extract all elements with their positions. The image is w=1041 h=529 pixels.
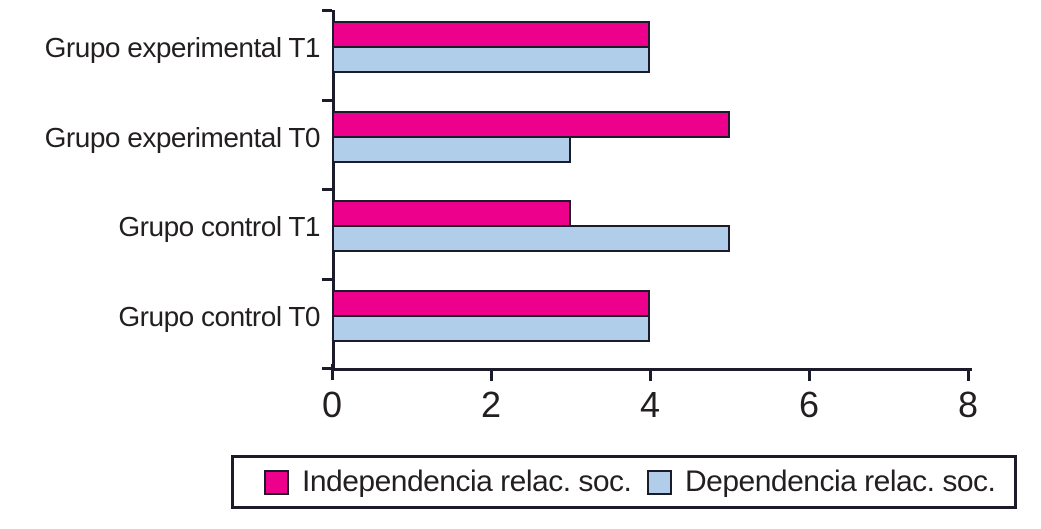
x-axis-tick-label: 2 xyxy=(480,384,502,425)
y-axis-tick xyxy=(322,277,332,281)
bar-dependencia xyxy=(332,314,650,342)
bar-independencia xyxy=(332,21,650,48)
bar-dependencia xyxy=(332,135,571,163)
x-axis-tick-label: 6 xyxy=(798,384,820,425)
legend-label: Independencia relac. soc. xyxy=(302,465,632,498)
y-axis-tick xyxy=(322,188,332,191)
x-axis-tick xyxy=(967,368,970,381)
category-label: Grupo experimental T1 xyxy=(44,32,321,63)
x-axis-tick xyxy=(649,368,652,381)
legend-item-dependencia: Dependencia relac. soc. xyxy=(647,465,996,499)
y-axis-line xyxy=(332,10,335,368)
category-label: Grupo control T0 xyxy=(118,300,320,332)
bar-independencia xyxy=(332,110,730,138)
x-axis-tick-label: 0 xyxy=(321,384,343,425)
legend-label: Dependencia relac. soc. xyxy=(685,465,996,498)
legend-swatch-independencia xyxy=(264,469,289,495)
bar-independencia xyxy=(332,200,571,227)
bar-independencia xyxy=(332,289,650,317)
x-axis-tick-label: 8 xyxy=(957,384,979,425)
y-axis-tick xyxy=(322,9,332,12)
category-label: Grupo experimental T0 xyxy=(44,121,321,153)
x-axis-tick xyxy=(808,368,811,381)
legend-swatch-dependencia xyxy=(647,469,672,495)
bar-dependencia xyxy=(332,225,730,252)
legend: Independencia relac. soc. Dependencia rel… xyxy=(231,455,1017,509)
legend-item-independencia: Independencia relac. soc. xyxy=(264,465,632,499)
bar-dependencia xyxy=(332,46,650,73)
y-axis-tick xyxy=(322,367,332,370)
x-axis-line xyxy=(332,368,972,371)
category-label: Grupo control T1 xyxy=(118,211,320,242)
x-axis-tick xyxy=(490,368,493,381)
y-axis-tick xyxy=(322,98,332,102)
x-axis-tick xyxy=(331,364,334,380)
x-axis-tick-label: 4 xyxy=(639,384,661,425)
